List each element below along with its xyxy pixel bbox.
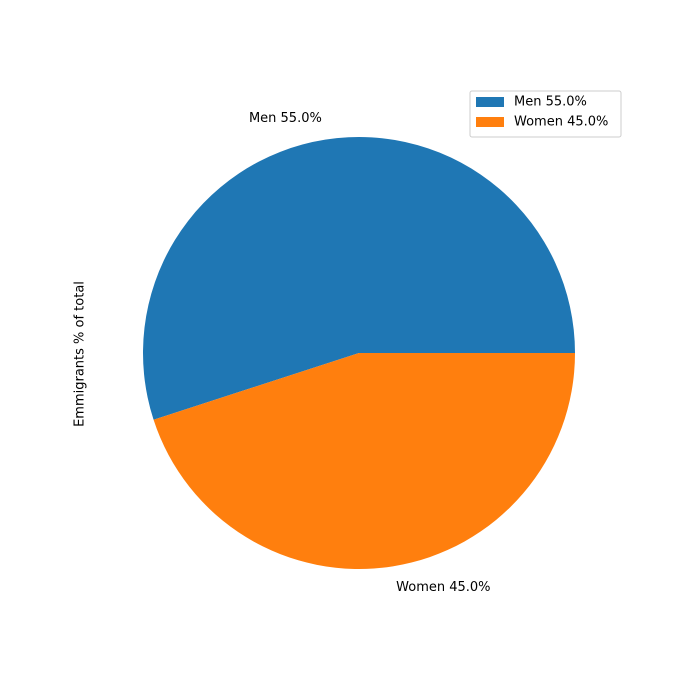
pie-slice-women — [153, 353, 576, 569]
slice-label-women: Women 45.0% — [396, 580, 490, 595]
pie-slices — [143, 137, 576, 569]
legend: Men 55.0% Women 45.0% — [469, 90, 622, 138]
legend-swatch-women — [476, 117, 504, 127]
legend-label-men: Men 55.0% — [514, 95, 587, 110]
legend-label-women: Women 45.0% — [514, 115, 608, 130]
slice-label-men: Men 55.0% — [249, 111, 322, 126]
y-axis-label: Emmigrants % of total — [73, 281, 88, 427]
legend-frame — [469, 90, 622, 138]
pie-slice-men — [143, 137, 575, 420]
slice-labels: Men 55.0% Women 45.0% — [249, 111, 491, 595]
legend-swatch-men — [476, 97, 504, 107]
